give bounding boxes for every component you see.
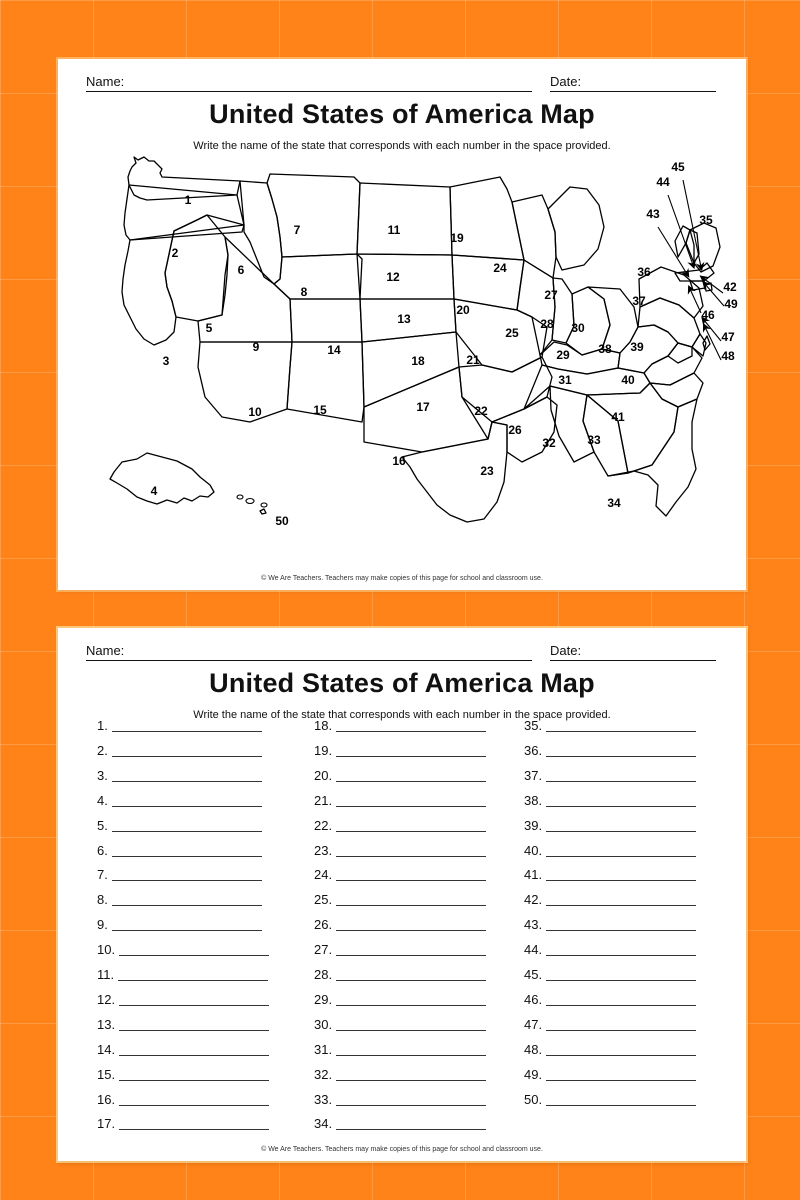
svg-text:23: 23	[480, 464, 494, 478]
svg-text:27: 27	[544, 288, 558, 302]
svg-text:13: 13	[397, 312, 411, 326]
svg-text:43: 43	[646, 207, 660, 221]
svg-text:50: 50	[275, 514, 289, 528]
svg-text:11: 11	[388, 223, 401, 237]
svg-text:39: 39	[630, 340, 644, 354]
svg-text:22: 22	[474, 404, 488, 418]
svg-text:45: 45	[671, 160, 685, 174]
svg-text:46: 46	[701, 308, 715, 322]
svg-text:44: 44	[656, 175, 670, 189]
svg-text:8: 8	[301, 285, 308, 299]
svg-text:40: 40	[621, 373, 635, 387]
svg-text:35: 35	[699, 213, 713, 227]
svg-text:38: 38	[598, 342, 612, 356]
svg-text:28: 28	[540, 317, 554, 331]
svg-text:2: 2	[172, 246, 179, 260]
svg-text:14: 14	[327, 343, 341, 357]
svg-text:5: 5	[206, 321, 213, 335]
svg-text:20: 20	[456, 303, 470, 317]
svg-text:12: 12	[386, 270, 400, 284]
svg-text:9: 9	[253, 340, 260, 354]
svg-text:24: 24	[493, 261, 507, 275]
svg-text:26: 26	[508, 423, 522, 437]
svg-text:7: 7	[294, 223, 301, 237]
svg-text:30: 30	[571, 321, 585, 335]
svg-text:15: 15	[313, 403, 327, 417]
svg-text:18: 18	[411, 354, 425, 368]
svg-text:17: 17	[416, 400, 430, 414]
svg-text:34: 34	[607, 496, 621, 510]
svg-text:49: 49	[724, 297, 738, 311]
svg-text:25: 25	[505, 326, 519, 340]
svg-text:29: 29	[556, 348, 570, 362]
svg-text:4: 4	[151, 484, 158, 498]
svg-text:37: 37	[632, 294, 646, 308]
svg-text:16: 16	[392, 454, 406, 468]
svg-text:32: 32	[542, 436, 556, 450]
svg-text:19: 19	[450, 231, 464, 245]
svg-text:41: 41	[611, 410, 625, 424]
svg-text:1: 1	[185, 193, 192, 207]
svg-text:6: 6	[238, 263, 245, 277]
svg-text:3: 3	[163, 354, 170, 368]
svg-text:21: 21	[466, 353, 480, 367]
svg-text:47: 47	[721, 330, 735, 344]
svg-text:31: 31	[558, 373, 572, 387]
svg-text:48: 48	[721, 349, 735, 363]
svg-text:36: 36	[637, 265, 651, 279]
svg-text:33: 33	[587, 433, 601, 447]
svg-text:42: 42	[723, 280, 737, 294]
svg-text:10: 10	[248, 405, 262, 419]
